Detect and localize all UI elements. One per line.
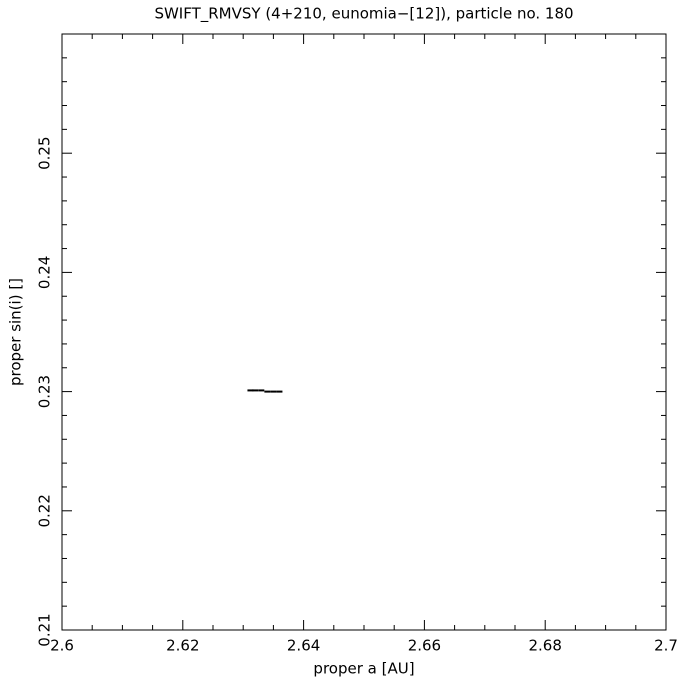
y-tick-label: 0.24 — [36, 256, 54, 289]
chart-title: SWIFT_RMVSY (4+210, eunomia−[12]), parti… — [154, 5, 573, 24]
y-tick-label: 0.21 — [36, 613, 54, 646]
point — [264, 390, 271, 393]
point — [258, 389, 265, 392]
x-tick-label: 2.62 — [166, 637, 199, 655]
plot-frame — [61, 33, 667, 631]
point — [252, 389, 259, 392]
y-tick-label: 0.22 — [36, 494, 54, 527]
point — [270, 390, 277, 393]
x-tick-label: 2.7 — [654, 637, 678, 655]
y-tick-label: 0.25 — [36, 136, 54, 169]
point — [247, 389, 254, 392]
x-tick-label: 2.66 — [408, 637, 441, 655]
x-axis-label: proper a [AU] — [313, 660, 414, 678]
point — [276, 390, 283, 393]
x-tick-label: 2.64 — [287, 637, 320, 655]
y-tick-label: 0.23 — [36, 375, 54, 408]
x-tick-label: 2.68 — [528, 637, 561, 655]
y-axis-label: proper sin(i) [] — [7, 278, 25, 386]
x-tick-label: 2.6 — [50, 637, 74, 655]
